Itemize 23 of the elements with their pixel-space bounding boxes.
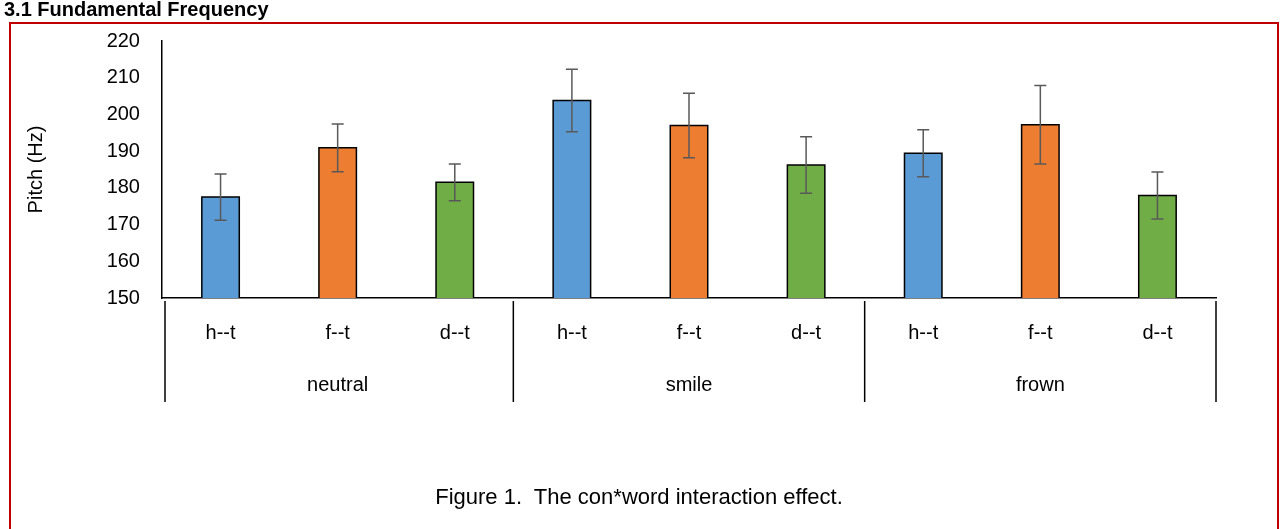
text: h--t bbox=[556, 320, 587, 343]
y-tick-label: 150 bbox=[106, 285, 140, 308]
series-label: f--t bbox=[1028, 320, 1053, 343]
text: f--t bbox=[676, 320, 702, 343]
caption: Figure 1. The con*word interaction effect. bbox=[435, 484, 843, 510]
x-tick-label: neutral bbox=[307, 372, 369, 395]
y-axis-title: Pitch (Hz) bbox=[23, 125, 46, 214]
text: d--t bbox=[439, 320, 470, 343]
text: h--t bbox=[908, 320, 939, 343]
x-tick-label: smile bbox=[665, 372, 713, 395]
y-tick-label: 200 bbox=[106, 101, 140, 124]
series-label: h--t bbox=[205, 320, 236, 343]
y-tick-label: 220 bbox=[106, 28, 140, 51]
y-tick-label: 210 bbox=[106, 65, 140, 88]
x-tick-label: frown bbox=[1015, 372, 1065, 395]
y-tick-label: 190 bbox=[106, 138, 140, 161]
chart-title: 3.1 Fundamental Frequency bbox=[4, 0, 270, 20]
y-tick-label: 180 bbox=[106, 175, 140, 198]
text: f--t bbox=[325, 320, 350, 343]
y-tick-label: 170 bbox=[106, 212, 140, 235]
y-tick-label: 160 bbox=[106, 248, 140, 271]
text: d--t bbox=[791, 320, 822, 343]
series-label: d--t bbox=[1142, 320, 1173, 343]
